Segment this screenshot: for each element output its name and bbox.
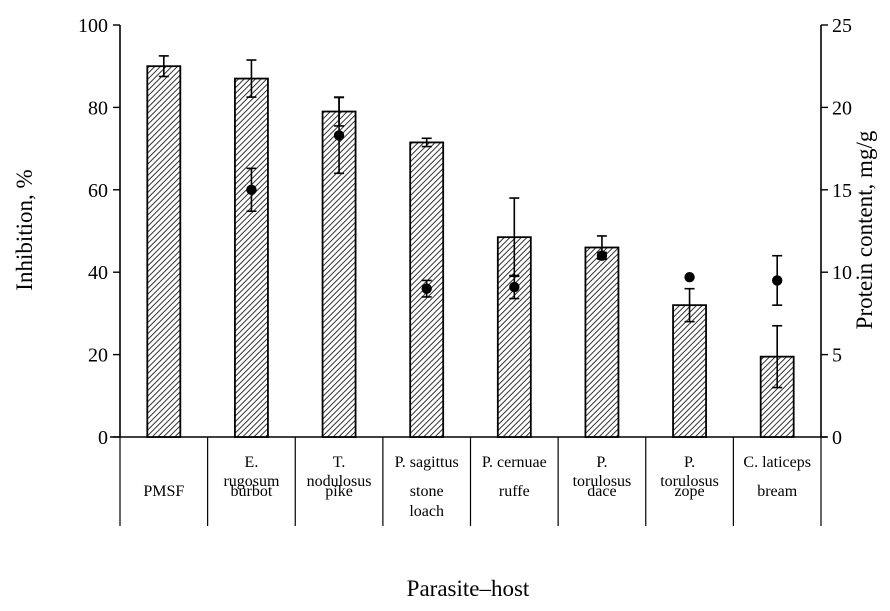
bar: [234, 77, 269, 438]
category-label: PMSF: [143, 483, 184, 500]
host-label: ruffe: [499, 483, 530, 500]
y-right-tick-label: 20: [832, 97, 852, 119]
parasite-label: rugosum: [223, 473, 280, 490]
bar: [672, 304, 707, 438]
y-right-tick-label: 15: [832, 180, 852, 202]
data-point: [246, 184, 257, 195]
parasite-label: E.: [245, 454, 259, 471]
parasite-label: torulosus: [573, 473, 632, 490]
y-left-tick-label: 100: [78, 15, 108, 37]
y-axis-right-title: Protein content, mg/g: [852, 130, 877, 329]
plot-area: 0 20 40 60 80 100 0 5 10 15 20 25: [78, 15, 852, 449]
parasite-label: nodulosus: [307, 473, 372, 490]
y-left-tick-label: 40: [88, 262, 108, 284]
y-right-tick-label: 5: [832, 345, 842, 367]
y-left-tick-label: 60: [88, 180, 108, 202]
bar: [584, 246, 620, 438]
protein-series: [246, 96, 783, 306]
parasite-label: P.: [596, 454, 607, 471]
parasite-label: T.: [333, 454, 346, 471]
data-point: [684, 271, 695, 283]
host-label: burbot: [231, 483, 273, 500]
data-point: [421, 283, 432, 294]
data-point: [596, 250, 608, 261]
y-right-tick-label: 10: [832, 262, 852, 284]
host-label: stone: [410, 483, 444, 500]
y-right-tick-label: 0: [832, 427, 842, 449]
host-label: pike: [325, 483, 353, 500]
data-point: [333, 130, 345, 141]
y-right-tick-label: 25: [832, 15, 852, 37]
y-axis-left-title: Inhibition, %: [12, 169, 37, 290]
y-left-tick-label: 20: [88, 345, 108, 367]
bar: [759, 355, 795, 438]
parasite-label: P. sagittus: [395, 454, 459, 471]
y-left-tick-label: 80: [88, 97, 108, 119]
bar-series: [146, 55, 795, 438]
data-point: [509, 281, 520, 293]
parasite-label: torulosus: [660, 473, 719, 490]
host-label: loach: [409, 503, 444, 520]
parasite-label: P.: [684, 454, 695, 471]
parasite-label: P. cernuae: [482, 454, 547, 471]
host-label: bream: [757, 483, 798, 500]
x-axis-title: Parasite–host: [407, 576, 530, 601]
host-label: zope: [674, 483, 704, 500]
data-point: [771, 275, 783, 286]
host-label: dace: [587, 483, 616, 500]
bar: [146, 65, 182, 438]
y-left-tick-label: 0: [98, 427, 108, 449]
parasite-label: C. laticeps: [743, 454, 811, 471]
